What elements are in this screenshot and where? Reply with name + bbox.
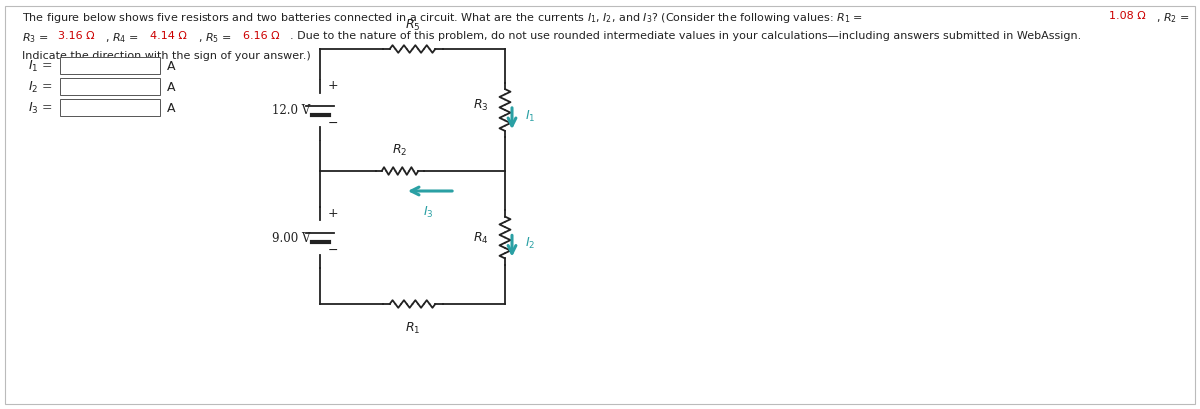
FancyBboxPatch shape bbox=[60, 57, 160, 75]
Text: 1.08 Ω: 1.08 Ω bbox=[1109, 11, 1146, 21]
Text: . Due to the nature of this problem, do not use rounded intermediate values in y: . Due to the nature of this problem, do … bbox=[290, 31, 1081, 41]
Text: A: A bbox=[167, 81, 175, 94]
Text: A: A bbox=[167, 60, 175, 72]
Text: $I_2$: $I_2$ bbox=[526, 235, 535, 250]
FancyBboxPatch shape bbox=[5, 7, 1195, 404]
FancyBboxPatch shape bbox=[60, 99, 160, 117]
Text: −: − bbox=[328, 244, 338, 257]
FancyBboxPatch shape bbox=[60, 78, 160, 96]
Text: A: A bbox=[167, 101, 175, 115]
Text: , $R_2$ =: , $R_2$ = bbox=[1156, 11, 1192, 25]
Text: $I_1$: $I_1$ bbox=[526, 108, 535, 123]
Text: +: + bbox=[328, 206, 338, 219]
Text: , $R_4$ =: , $R_4$ = bbox=[106, 31, 140, 45]
Text: $R_4$: $R_4$ bbox=[473, 230, 490, 245]
Text: 9.00 V: 9.00 V bbox=[271, 231, 310, 245]
Text: $I_3$ =: $I_3$ = bbox=[28, 101, 53, 115]
Text: $I_1$ =: $I_1$ = bbox=[28, 58, 53, 74]
Text: 4.14 Ω: 4.14 Ω bbox=[150, 31, 187, 41]
Text: , $R_5$ =: , $R_5$ = bbox=[198, 31, 233, 45]
Text: $I_2$ =: $I_2$ = bbox=[28, 79, 53, 94]
Text: $R_5$: $R_5$ bbox=[404, 18, 420, 33]
Text: The figure below shows five resistors and two batteries connected in a circuit. : The figure below shows five resistors an… bbox=[22, 11, 864, 25]
Text: Indicate the direction with the sign of your answer.): Indicate the direction with the sign of … bbox=[22, 51, 311, 61]
Text: $R_2$: $R_2$ bbox=[392, 143, 408, 157]
Text: +: + bbox=[328, 79, 338, 92]
Text: $R_3$: $R_3$ bbox=[474, 97, 490, 112]
Text: $I_3$: $I_3$ bbox=[422, 204, 433, 220]
Text: 6.16 Ω: 6.16 Ω bbox=[242, 31, 280, 41]
Text: −: − bbox=[328, 117, 338, 130]
Text: 12.0 V: 12.0 V bbox=[271, 104, 310, 117]
Text: $R_3$ =: $R_3$ = bbox=[22, 31, 50, 45]
Text: 3.16 Ω: 3.16 Ω bbox=[58, 31, 95, 41]
Text: $R_1$: $R_1$ bbox=[404, 320, 420, 335]
